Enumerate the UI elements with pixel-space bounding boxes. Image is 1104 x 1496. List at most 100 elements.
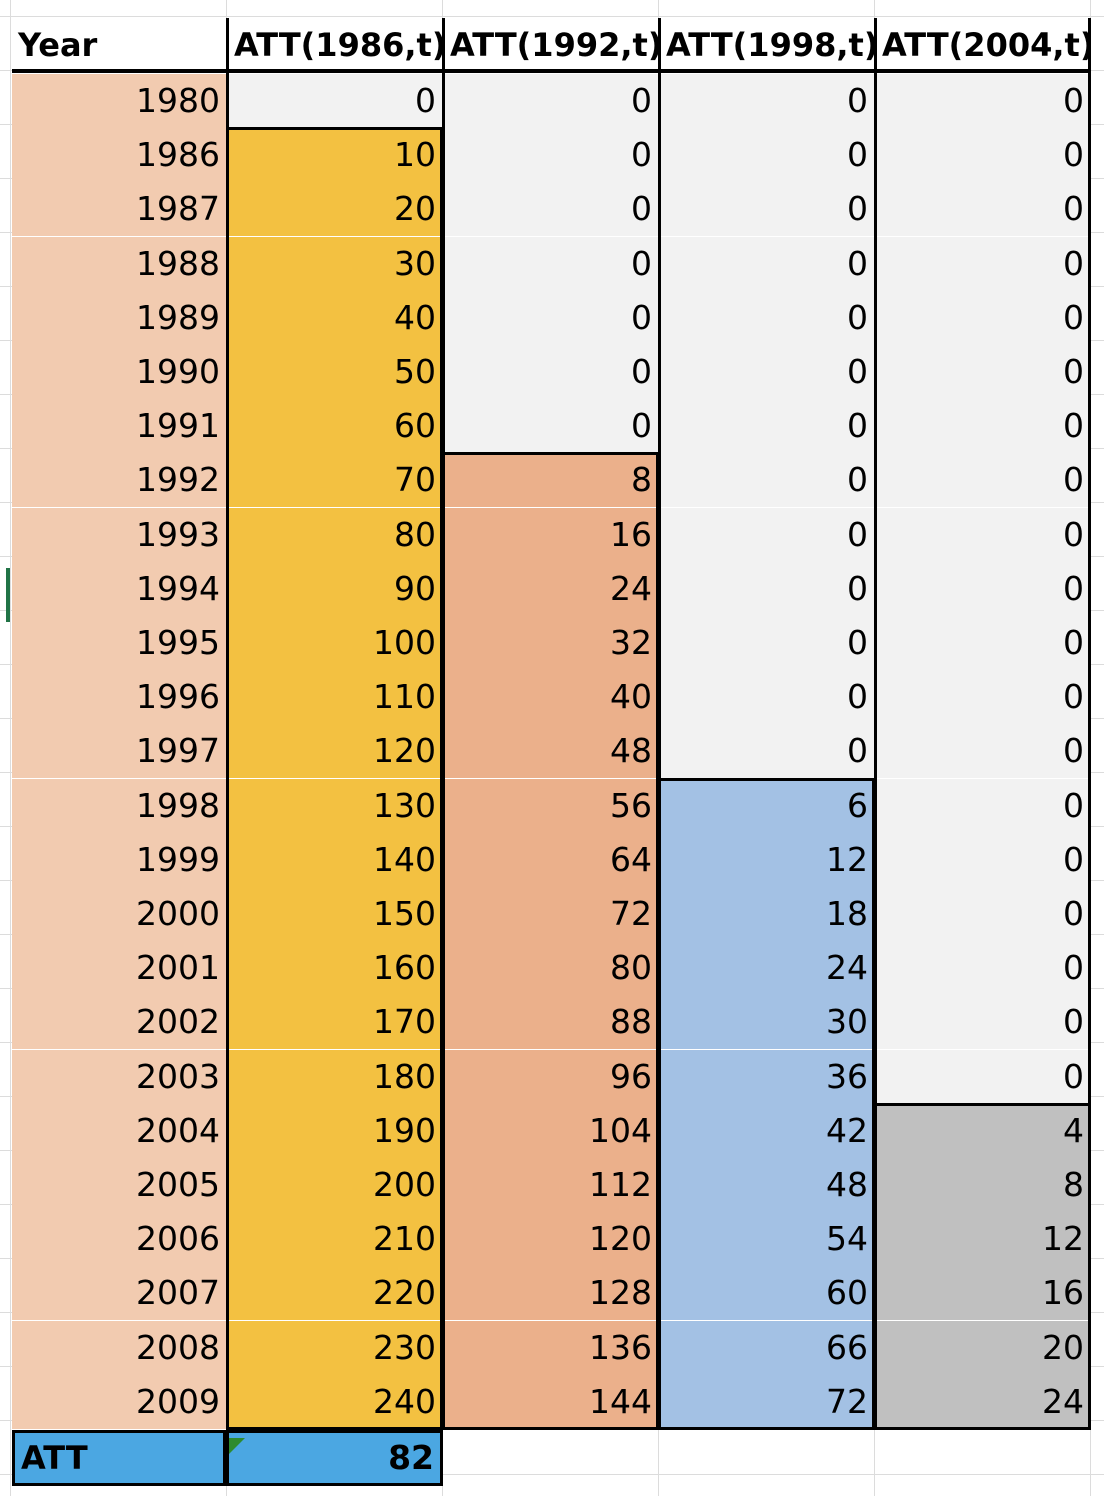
att-value-cell[interactable]: 40	[444, 670, 658, 725]
att-value-cell[interactable]: 0	[876, 399, 1090, 454]
att-value-cell[interactable]: 24	[444, 561, 658, 616]
att-value-cell[interactable]: 190	[228, 1103, 442, 1158]
att-value-cell[interactable]: 16	[876, 1266, 1090, 1321]
att-value-cell[interactable]: 20	[876, 1320, 1090, 1375]
year-cell[interactable]: 2005	[12, 1158, 226, 1212]
att-value-cell[interactable]: 0	[444, 399, 658, 454]
att-value-cell[interactable]: 0	[876, 182, 1090, 237]
year-cell[interactable]: 2007	[12, 1266, 226, 1321]
year-cell[interactable]: 1994	[12, 561, 226, 616]
att-value-cell[interactable]: 104	[444, 1103, 658, 1158]
att-value-cell[interactable]: 0	[660, 507, 874, 562]
att-value-cell[interactable]: 54	[660, 1212, 874, 1267]
year-cell[interactable]: 1998	[12, 778, 226, 833]
att-value-cell[interactable]: 140	[228, 832, 442, 887]
att-value-cell[interactable]: 0	[876, 1049, 1090, 1104]
att-value-cell[interactable]: 36	[660, 1049, 874, 1104]
att-value-cell[interactable]: 24	[876, 1374, 1090, 1429]
year-cell[interactable]: 1996	[12, 670, 226, 725]
year-cell[interactable]: 1999	[12, 832, 226, 887]
att-value-cell[interactable]: 6	[660, 778, 874, 833]
year-cell[interactable]: 1980	[12, 74, 226, 128]
att-value-cell[interactable]: 0	[660, 74, 874, 128]
att-value-cell[interactable]: 8	[444, 453, 658, 508]
att-value-cell[interactable]: 230	[228, 1320, 442, 1375]
att-value-cell[interactable]: 150	[228, 887, 442, 941]
att-value-cell[interactable]: 160	[228, 941, 442, 996]
att-value-cell[interactable]: 0	[876, 670, 1090, 725]
att-value-cell[interactable]: 30	[228, 236, 442, 291]
att-value-cell[interactable]: 100	[228, 616, 442, 670]
att-value-cell[interactable]: 136	[444, 1320, 658, 1375]
att-value-cell[interactable]: 0	[444, 128, 658, 183]
att-value-cell[interactable]: 0	[876, 995, 1090, 1050]
year-cell[interactable]: 2003	[12, 1049, 226, 1104]
year-cell[interactable]: 2004	[12, 1103, 226, 1158]
column-header-att-1[interactable]: ATT(1986,t)	[228, 18, 442, 72]
att-value-cell[interactable]: 0	[444, 345, 658, 399]
att-value-cell[interactable]: 210	[228, 1212, 442, 1267]
att-value-cell[interactable]: 0	[444, 290, 658, 345]
att-value-cell[interactable]: 0	[876, 941, 1090, 996]
att-value-cell[interactable]: 0	[876, 832, 1090, 887]
att-value-cell[interactable]: 0	[660, 724, 874, 779]
att-value-cell[interactable]: 0	[876, 561, 1090, 616]
att-value-cell[interactable]: 170	[228, 995, 442, 1050]
att-value-cell[interactable]: 20	[228, 182, 442, 237]
att-value-cell[interactable]: 42	[660, 1103, 874, 1158]
att-value-cell[interactable]: 130	[228, 778, 442, 833]
att-value-cell[interactable]: 0	[876, 887, 1090, 941]
year-cell[interactable]: 2002	[12, 995, 226, 1050]
att-value-cell[interactable]: 18	[660, 887, 874, 941]
att-value-cell[interactable]: 40	[228, 290, 442, 345]
year-cell[interactable]: 1986	[12, 128, 226, 183]
year-cell[interactable]: 1987	[12, 182, 226, 237]
att-value-cell[interactable]: 0	[876, 74, 1090, 128]
att-value-cell[interactable]: 16	[444, 507, 658, 562]
att-value-cell[interactable]: 60	[228, 399, 442, 454]
column-header-att-4[interactable]: ATT(2004,t)	[876, 18, 1090, 72]
att-value-cell[interactable]: 0	[660, 616, 874, 670]
att-value-cell[interactable]: 0	[876, 290, 1090, 345]
att-value-cell[interactable]: 0	[876, 778, 1090, 833]
att-value-cell[interactable]: 48	[444, 724, 658, 779]
year-cell[interactable]: 2008	[12, 1320, 226, 1375]
year-cell[interactable]: 1991	[12, 399, 226, 454]
att-value-cell[interactable]: 0	[876, 128, 1090, 183]
att-value-cell[interactable]: 10	[228, 128, 442, 183]
year-cell[interactable]: 1989	[12, 290, 226, 345]
att-value-cell[interactable]: 144	[444, 1374, 658, 1429]
att-value-cell[interactable]: 4	[876, 1103, 1090, 1158]
att-value-cell[interactable]: 0	[660, 670, 874, 725]
att-value-cell[interactable]: 12	[876, 1212, 1090, 1267]
att-value-cell[interactable]: 30	[660, 995, 874, 1050]
att-value-cell[interactable]: 120	[228, 724, 442, 779]
year-cell[interactable]: 1990	[12, 345, 226, 399]
att-value-cell[interactable]: 0	[660, 290, 874, 345]
att-value-cell[interactable]: 24	[660, 941, 874, 996]
att-value-cell[interactable]: 0	[444, 236, 658, 291]
att-value-cell[interactable]: 110	[228, 670, 442, 725]
att-value-cell[interactable]: 60	[660, 1266, 874, 1321]
year-cell[interactable]: 2000	[12, 887, 226, 941]
att-value-cell[interactable]: 0	[876, 616, 1090, 670]
att-value-cell[interactable]: 50	[228, 345, 442, 399]
att-value-cell[interactable]: 0	[444, 74, 658, 128]
footer-att-label[interactable]: ATT	[12, 1430, 226, 1486]
att-value-cell[interactable]: 128	[444, 1266, 658, 1321]
column-header-att-2[interactable]: ATT(1992,t)	[444, 18, 658, 72]
year-cell[interactable]: 2009	[12, 1374, 226, 1429]
att-value-cell[interactable]: 0	[660, 345, 874, 399]
year-cell[interactable]: 1997	[12, 724, 226, 779]
footer-att-value[interactable]: 82	[226, 1430, 443, 1486]
att-value-cell[interactable]: 70	[228, 453, 442, 508]
att-value-cell[interactable]: 0	[876, 507, 1090, 562]
att-value-cell[interactable]: 8	[876, 1158, 1090, 1212]
att-value-cell[interactable]: 56	[444, 778, 658, 833]
att-value-cell[interactable]: 0	[876, 236, 1090, 291]
att-value-cell[interactable]: 0	[660, 453, 874, 508]
column-header-year[interactable]: Year	[12, 18, 226, 72]
att-value-cell[interactable]: 200	[228, 1158, 442, 1212]
att-value-cell[interactable]: 0	[660, 561, 874, 616]
year-cell[interactable]: 1993	[12, 507, 226, 562]
